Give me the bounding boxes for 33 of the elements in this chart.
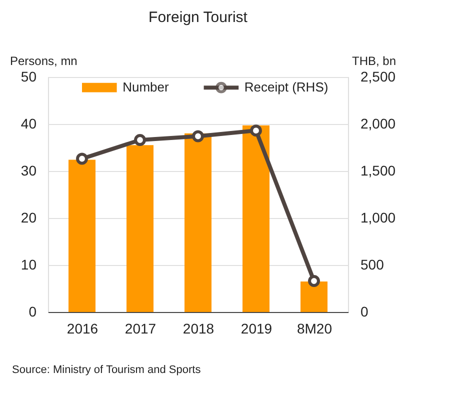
chart-title: Foreign Tourist xyxy=(148,9,248,26)
y2-tick-label: 500 xyxy=(360,256,384,272)
y2-tick-label: 1,500 xyxy=(360,162,396,178)
y-axis-title: Persons, mn xyxy=(10,54,78,68)
bar xyxy=(184,133,212,312)
bar xyxy=(242,125,270,312)
bar xyxy=(68,160,96,312)
y2-tick-label: 2,500 xyxy=(360,68,396,84)
point xyxy=(192,130,204,142)
y-tick-label: 40 xyxy=(20,116,37,132)
x-tick-label: 2017 xyxy=(124,320,156,336)
y2-axis-title: THB, bn xyxy=(352,54,396,68)
y2-tick-label: 1,000 xyxy=(360,210,396,226)
y-tick-label: 20 xyxy=(20,210,37,226)
point xyxy=(308,275,320,287)
x-tick-label: 2016 xyxy=(66,320,98,336)
point xyxy=(76,152,88,165)
bar xyxy=(126,145,154,312)
point xyxy=(134,134,146,146)
y-tick-label: 10 xyxy=(20,256,37,272)
x-tick-label: 2018 xyxy=(182,320,214,336)
x-tick-label: 8M20 xyxy=(296,320,332,336)
x-tick-label: 2019 xyxy=(240,320,272,336)
y-tick-label: 30 xyxy=(20,162,37,178)
legend-label: Number xyxy=(122,80,170,95)
y2-tick-label: 2,000 xyxy=(360,116,396,132)
y-tick-label: 0 xyxy=(28,304,37,320)
point xyxy=(250,124,262,137)
y2-tick-label: 0 xyxy=(360,304,368,320)
legend-label: Receipt (RHS) xyxy=(244,80,328,95)
y-tick-label: 50 xyxy=(20,68,37,84)
source-note: Source: Ministry of Tourism and Sports xyxy=(12,364,202,376)
bar xyxy=(300,281,328,312)
